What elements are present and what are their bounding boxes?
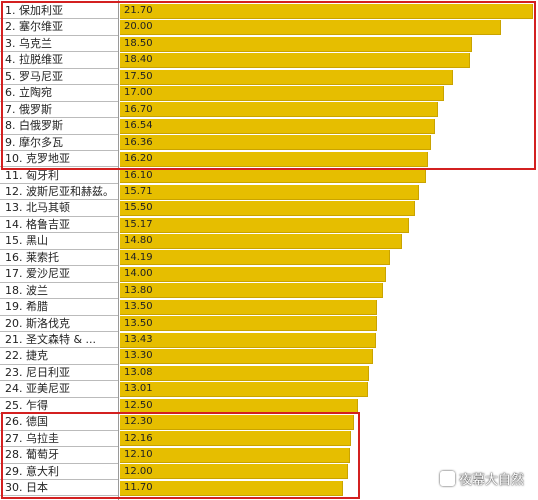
bar xyxy=(120,53,471,69)
bar xyxy=(120,414,355,430)
category-label: 15. 黑山 xyxy=(0,233,118,250)
bar xyxy=(120,365,369,381)
category-label: 7. 俄罗斯 xyxy=(0,101,118,119)
bar xyxy=(120,480,343,496)
category-label: 2. 塞尔维亚 xyxy=(0,19,118,36)
category-label: 5. 罗马尼亚 xyxy=(0,68,118,86)
category-label: 11. 匈牙利 xyxy=(0,167,118,184)
bar xyxy=(120,398,358,414)
bar xyxy=(120,349,374,365)
data-label: 13.50 xyxy=(124,317,153,329)
bar xyxy=(120,135,432,151)
data-label: 12.16 xyxy=(124,432,153,444)
label-divider xyxy=(118,0,119,500)
data-label: 15.71 xyxy=(124,185,153,197)
category-label: 1. 保加利亚 xyxy=(0,3,118,20)
data-label: 21.70 xyxy=(124,5,153,16)
bar xyxy=(120,118,435,134)
bar xyxy=(120,332,376,348)
data-label: 15.17 xyxy=(124,218,153,230)
bar xyxy=(120,382,368,398)
data-label: 16.20 xyxy=(124,153,153,165)
watermark: 夜幕大自然 xyxy=(439,469,524,488)
category-label: 9. 摩尔多瓦 xyxy=(0,134,118,152)
category-label: 10. 克罗地亚 xyxy=(0,151,118,168)
bar xyxy=(120,201,415,217)
category-label: 4. 拉脱维亚 xyxy=(0,52,118,69)
bar xyxy=(120,20,501,36)
data-label: 12.30 xyxy=(124,416,153,428)
category-label: 22. 捷克 xyxy=(0,348,118,365)
watermark-logo-icon xyxy=(439,471,455,486)
bar xyxy=(120,151,429,167)
category-label: 28. 葡萄牙 xyxy=(0,447,118,464)
bar xyxy=(120,102,438,118)
watermark-text: 夜幕大自然 xyxy=(458,473,524,488)
bar xyxy=(120,69,454,85)
data-label: 13.43 xyxy=(124,334,153,345)
data-label: 13.08 xyxy=(124,366,153,378)
category-label: 20. 斯洛伐克 xyxy=(0,315,118,332)
data-label: 14.19 xyxy=(124,251,153,263)
bar xyxy=(120,431,352,447)
category-label: 13. 北马其顿 xyxy=(0,200,118,217)
bar xyxy=(120,447,351,463)
category-label: 30. 日本 xyxy=(0,480,118,497)
data-label: 17.00 xyxy=(124,87,153,99)
data-label: 18.40 xyxy=(124,54,153,66)
bar xyxy=(120,217,409,233)
category-label: 29. 意大利 xyxy=(0,463,118,481)
category-label: 19. 希腊 xyxy=(0,299,118,316)
data-label: 14.00 xyxy=(124,268,153,280)
bar xyxy=(120,266,387,282)
data-label: 13.01 xyxy=(124,383,153,395)
category-label: 17. 爱沙尼亚 xyxy=(0,266,118,283)
data-label: 12.10 xyxy=(124,449,153,461)
category-label: 18. 波兰 xyxy=(0,282,118,300)
data-label: 13.30 xyxy=(124,350,153,362)
category-label: 6. 立陶宛 xyxy=(0,85,118,102)
category-label: 8. 白俄罗斯 xyxy=(0,118,118,135)
data-label: 17.50 xyxy=(124,70,153,82)
data-label: 12.50 xyxy=(124,399,153,411)
data-label: 11.70 xyxy=(124,482,153,494)
category-label: 27. 乌拉圭 xyxy=(0,430,118,448)
bar xyxy=(120,36,473,52)
data-label: 15.50 xyxy=(124,202,153,214)
bar xyxy=(120,184,419,200)
data-label: 16.70 xyxy=(124,103,153,115)
category-label: 24. 亚美尼亚 xyxy=(0,381,118,398)
category-label: 23. 尼日利亚 xyxy=(0,364,118,382)
bar xyxy=(120,3,533,19)
bar xyxy=(120,168,427,184)
bar xyxy=(120,85,444,101)
data-label: 16.10 xyxy=(124,169,153,181)
category-label: 16. 莱索托 xyxy=(0,249,118,267)
category-label: 12. 波斯尼亚和赫兹。 xyxy=(0,183,118,201)
data-label: 16.54 xyxy=(124,120,153,132)
bar xyxy=(120,299,377,315)
bar xyxy=(120,234,402,249)
category-label: 3. 乌克兰 xyxy=(0,35,118,53)
data-label: 20.00 xyxy=(124,21,153,33)
data-label: 13.50 xyxy=(124,301,153,313)
category-label: 14. 格鲁吉亚 xyxy=(0,216,118,234)
category-label: 26. 德国 xyxy=(0,414,118,431)
category-label: 21. 圣文森特 & ... xyxy=(0,332,118,349)
category-label: 25. 乍得 xyxy=(0,397,118,415)
bar xyxy=(120,283,383,299)
bar xyxy=(120,464,349,480)
data-label: 18.50 xyxy=(124,37,153,49)
data-label: 16.36 xyxy=(124,136,153,148)
data-label: 14.80 xyxy=(124,235,153,247)
data-label: 12.00 xyxy=(124,465,153,477)
bar xyxy=(120,316,377,332)
bar xyxy=(120,250,391,266)
data-label: 13.80 xyxy=(124,284,153,296)
